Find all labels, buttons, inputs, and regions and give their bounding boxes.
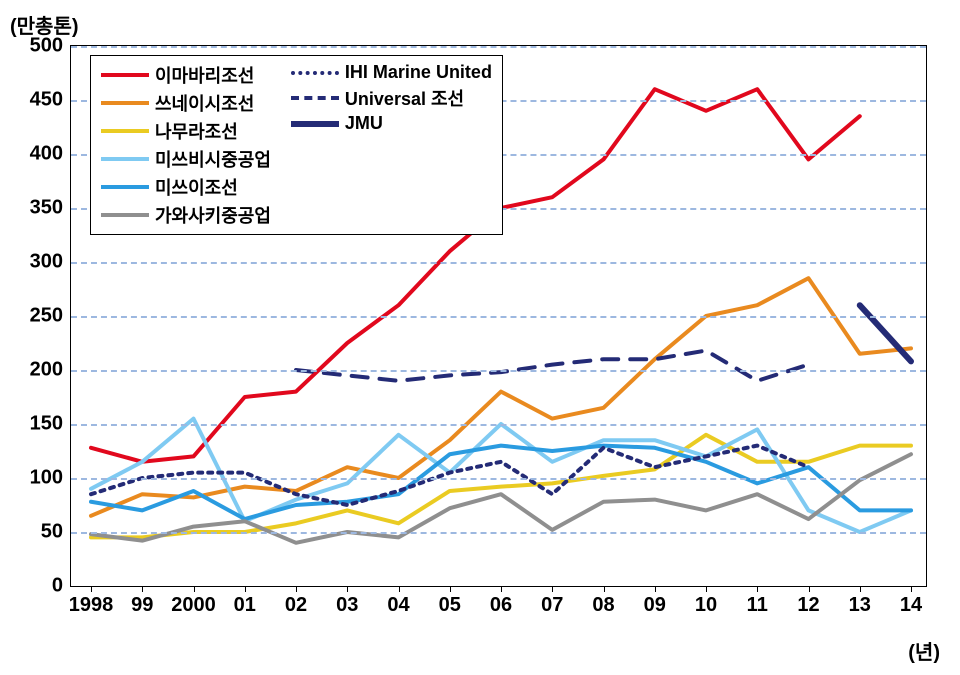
gridline bbox=[71, 316, 926, 318]
y-tick-label: 350 bbox=[30, 197, 63, 220]
gridline bbox=[71, 478, 926, 480]
x-tick-label: 09 bbox=[644, 594, 666, 617]
legend-swatch bbox=[291, 121, 339, 127]
legend-swatch bbox=[101, 73, 149, 77]
legend-item: 나무라조선 bbox=[101, 118, 271, 144]
x-tick-mark bbox=[450, 586, 451, 592]
y-tick-label: 300 bbox=[30, 251, 63, 274]
y-tick-label: 200 bbox=[30, 359, 63, 382]
x-tick-mark bbox=[399, 586, 400, 592]
legend-label: JMU bbox=[345, 113, 383, 134]
y-tick-label: 500 bbox=[30, 35, 63, 58]
legend-label: 가와사키중공업 bbox=[155, 202, 271, 228]
legend-item: JMU bbox=[291, 113, 492, 134]
y-tick-label: 50 bbox=[41, 521, 63, 544]
legend-label: Universal 조선 bbox=[345, 85, 464, 111]
x-tick-mark bbox=[347, 586, 348, 592]
x-tick-label: 04 bbox=[387, 594, 409, 617]
legend-label: 미쓰이조선 bbox=[155, 174, 238, 200]
x-tick-mark bbox=[809, 586, 810, 592]
series-line bbox=[91, 435, 911, 538]
x-tick-mark bbox=[142, 586, 143, 592]
y-tick-label: 0 bbox=[52, 575, 63, 598]
legend-item: 이마바리조선 bbox=[101, 62, 271, 88]
gridline bbox=[71, 532, 926, 534]
x-tick-mark bbox=[91, 586, 92, 592]
gridline bbox=[71, 370, 926, 372]
x-tick-label: 07 bbox=[541, 594, 563, 617]
legend-swatch bbox=[101, 101, 149, 105]
x-tick-mark bbox=[604, 586, 605, 592]
legend-label: 나무라조선 bbox=[155, 118, 238, 144]
y-tick-label: 250 bbox=[30, 305, 63, 328]
legend-swatch bbox=[291, 71, 339, 75]
x-tick-label: 03 bbox=[336, 594, 358, 617]
legend-swatch bbox=[101, 157, 149, 161]
x-tick-label: 99 bbox=[131, 594, 153, 617]
legend-item: 가와사키중공업 bbox=[101, 202, 271, 228]
x-axis-title: (년) bbox=[908, 636, 940, 665]
x-tick-label: 13 bbox=[849, 594, 871, 617]
x-tick-label: 10 bbox=[695, 594, 717, 617]
x-tick-mark bbox=[655, 586, 656, 592]
chart-container: (만총톤) 0501001502002503003504004505001998… bbox=[0, 0, 960, 675]
series-line bbox=[91, 454, 911, 543]
legend-item: Universal 조선 bbox=[291, 85, 492, 111]
legend: 이마바리조선쓰네이시조선나무라조선미쓰비시중공업미쓰이조선가와사키중공업IHI … bbox=[90, 55, 503, 235]
gridline bbox=[71, 46, 926, 48]
x-tick-mark bbox=[706, 586, 707, 592]
legend-label: 쓰네이시조선 bbox=[155, 90, 254, 116]
x-tick-label: 11 bbox=[747, 594, 768, 617]
x-tick-mark bbox=[296, 586, 297, 592]
x-tick-mark bbox=[552, 586, 553, 592]
x-tick-mark bbox=[501, 586, 502, 592]
legend-columns: 이마바리조선쓰네이시조선나무라조선미쓰비시중공업미쓰이조선가와사키중공업IHI … bbox=[101, 62, 492, 228]
x-tick-label: 06 bbox=[490, 594, 512, 617]
x-tick-label: 14 bbox=[900, 594, 922, 617]
x-tick-mark bbox=[245, 586, 246, 592]
legend-column: IHI Marine UnitedUniversal 조선JMU bbox=[291, 62, 492, 228]
x-tick-label: 1998 bbox=[69, 594, 114, 617]
legend-label: IHI Marine United bbox=[345, 62, 492, 83]
x-tick-mark bbox=[194, 586, 195, 592]
x-tick-label: 02 bbox=[285, 594, 307, 617]
y-tick-label: 400 bbox=[30, 143, 63, 166]
x-tick-label: 01 bbox=[234, 594, 256, 617]
x-tick-label: 2000 bbox=[171, 594, 216, 617]
y-tick-label: 450 bbox=[30, 89, 63, 112]
x-tick-label: 08 bbox=[592, 594, 614, 617]
x-tick-label: 05 bbox=[439, 594, 461, 617]
series-line bbox=[296, 351, 809, 381]
x-tick-mark bbox=[911, 586, 912, 592]
legend-swatch bbox=[101, 213, 149, 217]
legend-label: 이마바리조선 bbox=[155, 62, 254, 88]
legend-item: 쓰네이시조선 bbox=[101, 90, 271, 116]
legend-label: 미쓰비시중공업 bbox=[155, 146, 271, 172]
legend-swatch bbox=[291, 96, 339, 100]
legend-swatch bbox=[101, 185, 149, 189]
legend-swatch bbox=[101, 129, 149, 133]
x-tick-mark bbox=[860, 586, 861, 592]
gridline bbox=[71, 424, 926, 426]
legend-item: IHI Marine United bbox=[291, 62, 492, 83]
legend-item: 미쓰이조선 bbox=[101, 174, 271, 200]
x-tick-mark bbox=[757, 586, 758, 592]
legend-item: 미쓰비시중공업 bbox=[101, 146, 271, 172]
y-tick-label: 150 bbox=[30, 413, 63, 436]
y-tick-label: 100 bbox=[30, 467, 63, 490]
x-tick-label: 12 bbox=[797, 594, 819, 617]
gridline bbox=[71, 262, 926, 264]
legend-column: 이마바리조선쓰네이시조선나무라조선미쓰비시중공업미쓰이조선가와사키중공업 bbox=[101, 62, 271, 228]
